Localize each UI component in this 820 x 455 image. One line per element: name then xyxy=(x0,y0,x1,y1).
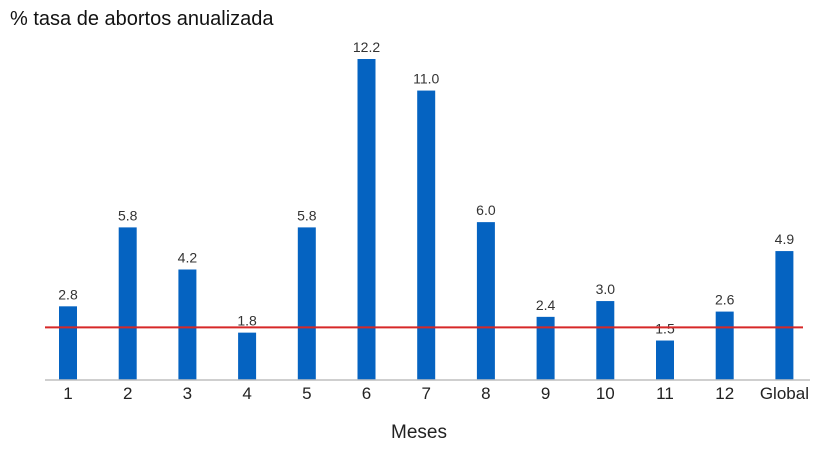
tick-labels-group: 1 2 3 4 5 6 7 8 9 10 11 12 Global xyxy=(63,384,809,403)
value-label-7: 11.0 xyxy=(413,71,439,87)
bar-global xyxy=(775,251,794,380)
value-label-1: 2.8 xyxy=(58,286,78,302)
value-label-2: 5.8 xyxy=(118,207,138,223)
bar-7 xyxy=(417,90,436,381)
value-labels-group: 2.8 5.8 4.2 1.8 5.8 12.2 11.0 6.0 2.4 3.0 1.5 2.6 4.… xyxy=(58,39,794,337)
x-tick-label-2: 2 xyxy=(123,384,132,403)
x-tick-label-7: 7 xyxy=(421,384,430,403)
value-label-11: 1.5 xyxy=(655,321,675,337)
value-label-6: 12.2 xyxy=(353,39,380,55)
bar-6 xyxy=(357,59,376,380)
x-tick-label-4: 4 xyxy=(242,384,251,403)
bar-5 xyxy=(297,227,316,380)
x-tick-label-10: 10 xyxy=(596,384,615,403)
value-label-3: 4.2 xyxy=(178,249,198,265)
x-axis-label: Meses xyxy=(391,422,447,443)
bar-4 xyxy=(238,332,257,380)
x-tick-label-1: 1 xyxy=(63,384,72,403)
bar-10 xyxy=(596,301,615,380)
x-tick-label-global: Global xyxy=(760,384,809,403)
value-label-10: 3.0 xyxy=(596,281,616,297)
bars-group xyxy=(59,59,794,381)
bar-1 xyxy=(59,306,77,380)
chart-title: % tasa de abortos anualizada xyxy=(10,8,274,30)
value-label-global: 4.9 xyxy=(775,231,795,247)
value-label-4: 1.8 xyxy=(237,313,257,329)
x-tick-label-6: 6 xyxy=(362,384,371,403)
bar-2 xyxy=(118,227,137,380)
x-tick-label-8: 8 xyxy=(481,384,490,403)
x-tick-label-11: 11 xyxy=(656,384,674,403)
bar-9 xyxy=(536,316,555,380)
value-label-8: 6.0 xyxy=(476,202,496,218)
value-label-9: 2.4 xyxy=(536,297,556,313)
x-tick-label-9: 9 xyxy=(541,384,550,403)
bar-8 xyxy=(476,222,495,380)
value-label-5: 5.8 xyxy=(297,207,317,223)
bar-3 xyxy=(178,269,197,380)
x-tick-label-3: 3 xyxy=(183,384,192,403)
value-label-12: 2.6 xyxy=(715,292,735,308)
bar-11 xyxy=(656,340,674,380)
x-tick-label-12: 12 xyxy=(715,384,734,403)
x-tick-label-5: 5 xyxy=(302,384,311,403)
bar-12 xyxy=(715,311,734,380)
